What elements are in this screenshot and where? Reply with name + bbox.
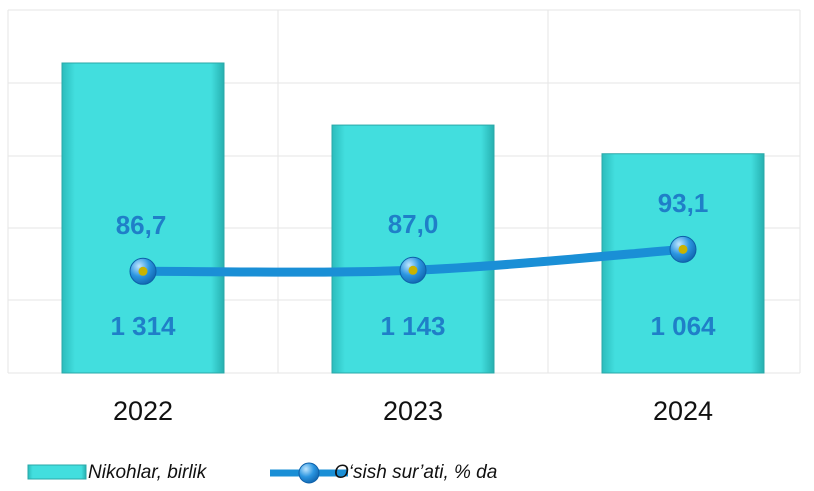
legend-swatch (27, 464, 87, 480)
marker-center (138, 266, 148, 276)
x-tick-label: 2022 (113, 396, 173, 426)
line-marker (669, 235, 697, 263)
legend-label: Nikohlar, birlik (88, 462, 208, 483)
line-value-label: 87,0 (388, 209, 439, 239)
bar-value-label: 1 143 (380, 311, 445, 341)
x-tick-label: 2024 (653, 396, 713, 426)
bar (331, 124, 495, 374)
bar (61, 62, 225, 374)
line-marker (399, 256, 427, 284)
legend-marker (298, 462, 320, 484)
bar-value-label: 1 314 (110, 311, 176, 341)
bar (601, 153, 765, 374)
bar-value-label: 1 064 (650, 311, 716, 341)
x-tick-label: 2023 (383, 396, 443, 426)
line-value-label: 93,1 (658, 188, 709, 218)
legend-label: O‘sish sur’ati, % da (334, 462, 497, 483)
line-marker (129, 257, 157, 285)
line-value-label: 86,7 (116, 210, 167, 240)
marker-center (408, 265, 418, 275)
marker-center (678, 244, 688, 254)
